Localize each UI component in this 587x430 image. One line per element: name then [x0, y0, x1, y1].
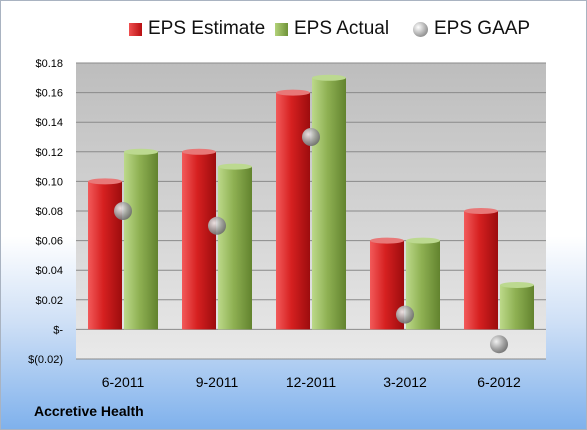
estimate-bar-top [464, 208, 498, 214]
gaap-point [396, 305, 414, 324]
y-tick-label: $0.12 [35, 147, 63, 159]
legend-item-estimate: EPS Estimate [129, 15, 265, 43]
gaap-points [114, 128, 508, 354]
x-tick-label: 6-2011 [102, 374, 145, 390]
y-tick-label: $0.08 [35, 206, 63, 218]
actual-bar [218, 166, 252, 330]
y-tick-label: $(0.02) [28, 354, 63, 366]
actual-bar-top [312, 74, 346, 81]
y-tick-label: $0.04 [35, 265, 63, 277]
x-tick-label: 12-2011 [286, 374, 337, 390]
legend-label-estimate: EPS Estimate [148, 18, 266, 39]
gaap-point [302, 128, 320, 146]
actual-bar [124, 151, 158, 330]
actual-bar-top [406, 237, 440, 244]
estimate-bar-top [182, 148, 216, 155]
legend: EPS Estimate EPS Actual EPS GAAP [1, 15, 587, 43]
actual-bar [312, 77, 346, 330]
company-label: Accretive Health [34, 403, 144, 419]
estimate-bar-top [370, 237, 404, 244]
legend-item-gaap: EPS GAAP [413, 15, 530, 43]
actual-bar-top [124, 148, 158, 155]
gaap-marker-swatch [413, 21, 428, 37]
estimate-bar [464, 211, 498, 330]
legend-label-actual: EPS Actual [294, 18, 390, 39]
x-axis: 6-2011 9-2011 12-2011 3-2012 6-2012 [102, 374, 521, 390]
estimate-bar [88, 181, 122, 330]
gaap-point [490, 335, 508, 354]
y-tick-label: $0.02 [35, 295, 63, 307]
y-tick-label: $0.14 [35, 117, 63, 129]
x-tick-label: 3-2012 [383, 374, 427, 390]
legend-label-gaap: EPS GAAP [434, 18, 531, 39]
actual-bar-top [500, 282, 534, 288]
legend-item-actual: EPS Actual [275, 15, 389, 43]
y-axis: $0.18 $0.16 $0.14 $0.12 $0.10 $0.08 $0.06 $0.04… [28, 58, 63, 366]
x-tick-label: 6-2012 [477, 374, 521, 390]
y-tick-label: $0.16 [35, 88, 63, 100]
y-tick-label: $- [53, 324, 63, 336]
estimate-bar [276, 92, 310, 330]
y-tick-label: $0.06 [35, 236, 63, 248]
y-tick-label: $0.18 [35, 58, 63, 70]
gaap-point [208, 216, 226, 235]
estimate-bar [182, 151, 216, 330]
y-tick-label: $0.10 [35, 176, 63, 188]
gaap-point [114, 202, 132, 220]
actual-swatch [275, 22, 288, 36]
actual-bar-top [218, 163, 252, 170]
estimate-bar-top [276, 89, 310, 96]
eps-chart: $0.18 $0.16 $0.14 $0.12 $0.10 $0.08 $0.06 $0.04… [28, 58, 546, 390]
estimate-bar-top [88, 178, 122, 185]
actual-bar [500, 285, 534, 330]
x-tick-label: 9-2011 [196, 374, 239, 390]
estimate-swatch [129, 22, 142, 36]
